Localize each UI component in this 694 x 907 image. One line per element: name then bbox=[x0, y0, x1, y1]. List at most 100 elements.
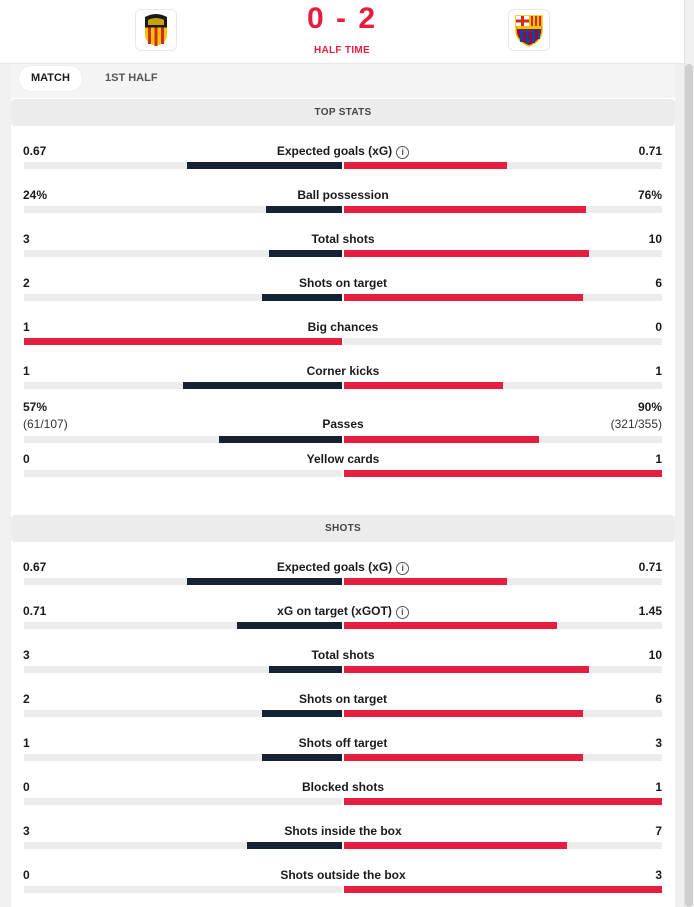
home-bar-fill bbox=[269, 250, 342, 257]
comparison-bar bbox=[11, 666, 675, 673]
away-stat-value: 3 bbox=[655, 868, 662, 882]
stat-name-text: Shots inside the box bbox=[284, 824, 402, 838]
away-bar-fill bbox=[344, 206, 586, 213]
scrollbar[interactable] bbox=[684, 0, 694, 907]
home-bar-track bbox=[24, 162, 342, 169]
home-bar-fill bbox=[187, 578, 342, 585]
stat-name: Blocked shots bbox=[11, 780, 675, 794]
comparison-bar bbox=[11, 886, 675, 893]
stat-name: Expected goals (xG) i bbox=[11, 560, 675, 575]
comparison-bar bbox=[11, 578, 675, 585]
home-team-logo[interactable] bbox=[135, 9, 177, 51]
home-stat-value: 0 bbox=[23, 452, 30, 466]
home-bar-track bbox=[24, 622, 342, 629]
home-bar-track bbox=[24, 842, 342, 849]
stat-name-text: Yellow cards bbox=[306, 452, 380, 466]
home-bar-track bbox=[24, 798, 342, 805]
info-icon[interactable]: i bbox=[396, 146, 410, 159]
away-stat-value: 1 bbox=[655, 452, 662, 466]
home-stat-value: 3 bbox=[23, 824, 30, 838]
home-stat-value: 0 bbox=[23, 868, 30, 882]
home-bar-fill bbox=[262, 294, 342, 301]
comparison-bar bbox=[11, 250, 675, 257]
home-bar-fill bbox=[266, 206, 342, 213]
home-bar-track bbox=[24, 294, 342, 301]
stat-name: Corner kicks bbox=[11, 364, 675, 378]
away-bar-fill bbox=[344, 798, 662, 805]
stat-name: Shots inside the box bbox=[11, 824, 675, 838]
stat-name: Total shots bbox=[11, 232, 675, 246]
away-stat-value: 76% bbox=[637, 188, 662, 202]
stat-name-text: Shots off target bbox=[298, 736, 388, 750]
stat-name-text: Expected goals (xG) bbox=[276, 144, 393, 158]
stat-name: Passes bbox=[322, 417, 364, 431]
comparison-bar bbox=[11, 622, 675, 629]
home-bar-track bbox=[24, 206, 342, 213]
away-stat-value: 3 bbox=[655, 736, 662, 750]
away-bar-track bbox=[344, 666, 662, 673]
stat-name: Yellow cards bbox=[11, 452, 675, 466]
tab-1st-half[interactable]: 1ST HALF bbox=[105, 72, 158, 84]
home-bar-fill bbox=[269, 666, 342, 673]
away-stat-value: 0 bbox=[655, 320, 662, 334]
scrollbar-thumb[interactable] bbox=[685, 64, 693, 907]
home-bar-track bbox=[24, 754, 342, 761]
stat-name-text: Expected goals (xG) bbox=[276, 560, 393, 574]
home-stat-value: 0.67 bbox=[23, 560, 47, 574]
home-bar-track bbox=[24, 470, 342, 477]
info-icon[interactable]: i bbox=[395, 606, 409, 619]
home-bar-track bbox=[24, 250, 342, 257]
stat-name-text: Big chances bbox=[307, 320, 379, 334]
comparison-bar bbox=[11, 710, 675, 717]
stat-name: Ball possession bbox=[11, 188, 675, 202]
away-bar-fill bbox=[344, 710, 583, 717]
comparison-bar bbox=[11, 470, 675, 477]
away-bar-fill bbox=[344, 622, 557, 629]
away-bar-fill bbox=[344, 382, 503, 389]
stat-name-text: xG on target (xGOT) bbox=[277, 604, 392, 618]
away-bar-track bbox=[344, 886, 662, 893]
away-stat-value: 6 bbox=[655, 276, 662, 290]
period-tabs: MATCH 1ST HALF bbox=[11, 64, 675, 98]
away-bar-track bbox=[344, 754, 662, 761]
away-bar-track bbox=[344, 578, 662, 585]
away-bar-fill bbox=[344, 578, 507, 585]
home-stat-value: 3 bbox=[23, 648, 30, 662]
away-team-logo[interactable] bbox=[508, 9, 550, 51]
stat-name: xG on target (xGOT) i bbox=[11, 604, 675, 619]
stat-name: Total shots bbox=[11, 648, 675, 662]
home-bar-track bbox=[24, 886, 342, 893]
comparison-bar bbox=[11, 294, 675, 301]
stat-name-text: Blocked shots bbox=[301, 780, 385, 794]
home-bar-fill bbox=[183, 382, 342, 389]
info-icon[interactable]: i bbox=[396, 562, 410, 575]
home-bar-fill bbox=[262, 710, 342, 717]
away-bar-track bbox=[344, 798, 662, 805]
match-status: HALF TIME bbox=[313, 45, 371, 56]
comparison-bar bbox=[11, 338, 675, 345]
tab-match[interactable]: MATCH bbox=[19, 66, 82, 91]
away-stat-value: 1.45 bbox=[638, 604, 662, 618]
home-bar-track bbox=[24, 578, 342, 585]
home-bar-fill bbox=[262, 754, 342, 761]
barcelona-crest-icon bbox=[515, 15, 543, 47]
comparison-bar bbox=[11, 754, 675, 761]
home-bar-fill bbox=[187, 162, 342, 169]
valencia-bat-crest-icon bbox=[145, 14, 167, 46]
away-bar-track bbox=[344, 206, 662, 213]
away-stat-value: 1 bbox=[655, 780, 662, 794]
stat-name-text: Corner kicks bbox=[306, 364, 380, 378]
away-bar-track bbox=[344, 338, 662, 345]
home-bar-fill bbox=[24, 338, 342, 345]
home-stat-value: 1 bbox=[23, 364, 30, 378]
home-bar-track bbox=[24, 382, 342, 389]
match-header: 0 - 2 HALF TIME bbox=[0, 0, 684, 64]
away-bar-fill bbox=[344, 886, 662, 893]
comparison-bar bbox=[11, 206, 675, 213]
home-stat-value: 24% bbox=[23, 188, 48, 202]
home-stat-value: 57% bbox=[23, 400, 48, 414]
away-stat-value: 0.71 bbox=[638, 560, 662, 574]
stat-name-text: Shots on target bbox=[298, 276, 387, 290]
home-stat-value: 0 bbox=[23, 780, 30, 794]
away-bar-fill bbox=[344, 754, 583, 761]
